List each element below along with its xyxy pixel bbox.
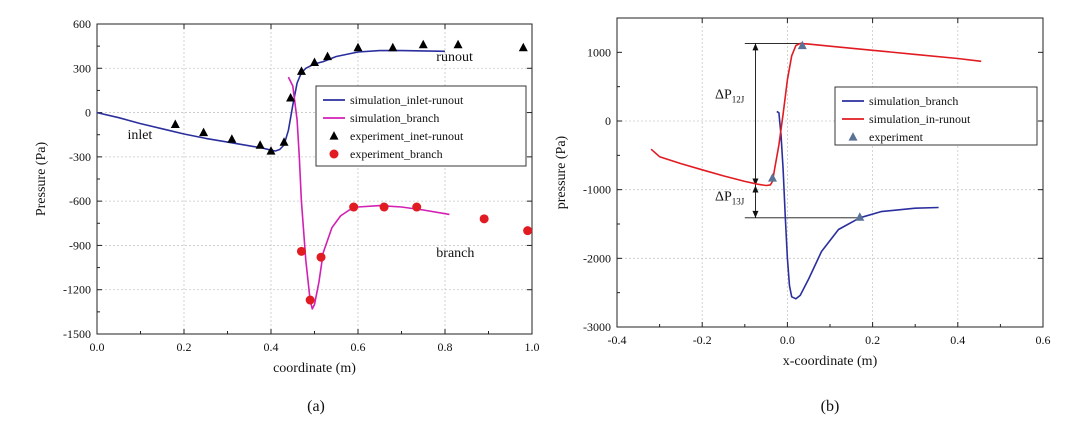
series-line [776,110,939,300]
legend-entry-label: simulation_inlet-runout [350,93,464,107]
chart-panel-a: 0.0 0.2 0.4 0.6 0.8 1.0 -1500 -1200 -900 -600 -300… [34,17,540,415]
series-line [650,42,982,187]
data-point-triangle [418,39,428,49]
series-line [96,49,446,152]
annotation-subscript: 12J [732,94,745,104]
legend-key-triangle [848,132,858,141]
annotation-text: inlet [127,128,152,143]
y-tick-label: 0 [85,106,91,120]
x-axis-label: x-coordinate (m) [783,354,878,369]
y-tick-label: -2000 [583,251,611,265]
legend-key-circle [329,149,339,159]
y-tick-label: -3000 [583,320,611,334]
data-point-circle [479,214,489,224]
data-point-triangle [388,42,398,52]
y-tick-label: -900 [69,238,91,252]
x-tick-label: 1.0 [525,340,540,354]
y-axis-label: Pressure (Pa) [34,142,49,217]
y-tick-label: 600 [73,17,91,31]
panel-label: (a) [307,398,325,415]
annotation-text: ΔP [715,190,732,205]
x-tick-label: 0.4 [264,340,279,354]
data-point-triangle [255,140,265,149]
legend-entry-label: experiment_inet-runout [350,129,464,143]
annotation-text: runout [436,50,473,65]
series-line [287,76,450,310]
dimension-arrowhead [752,185,759,193]
data-point-circle [379,202,389,212]
y-tick-label: 0 [605,114,611,128]
data-point-triangle [310,57,319,67]
x-axis-label: coordinate (m) [273,361,356,376]
data-point-triangle [797,40,807,50]
data-point-circle [412,202,422,212]
legend-key-triangle [329,131,339,140]
legend-entry-label: simulation_branch [869,94,958,108]
data-point-triangle [353,42,363,52]
x-tick-label: 0.0 [90,340,105,354]
data-point-circle [349,202,359,212]
y-axis-label: pressure (Pa) [554,135,569,209]
data-point-circle [305,295,315,305]
data-point-triangle [227,134,237,143]
data-point-triangle [767,173,777,182]
plot-frame [616,17,1044,328]
annotation-label: ΔP13J [715,190,745,207]
data-point-triangle [279,137,289,146]
annotation-text: branch [436,246,474,261]
data-point-triangle [453,39,463,49]
x-tick-label: 0.6 [1036,333,1051,347]
legend-box [315,85,527,167]
data-point-triangle [170,119,180,129]
x-tick-label: 0.0 [780,333,795,347]
data-point-circle [523,226,533,236]
dimension-arrowhead [752,178,759,186]
x-tick-label: 0.4 [950,333,965,347]
x-tick-label: -0.4 [608,333,627,347]
data-point-triangle [266,146,276,155]
legend-entry-label: experiment [869,130,924,144]
y-tick-label: 300 [73,61,91,75]
annotation-subscript: 13J [732,197,745,207]
annotation-text: ΔP [715,87,732,102]
legend-entry-label: simulation_in-runout [869,112,971,126]
data-point-triangle [855,212,865,221]
legend-entry-label: simulation_branch [350,111,439,125]
chart-panel-b: -0.4 -0.2 0.0 0.2 0.4 0.6 -3000 -2000 -1000 0 1000… [554,17,1051,415]
data-point-triangle [199,127,209,137]
x-tick-label: 0.6 [351,340,366,354]
x-tick-label: 0.2 [177,340,192,354]
legend-entry-label: experiment_branch [350,147,443,161]
x-tick-label: 0.8 [438,340,453,354]
data-point-circle [296,246,306,256]
dimension-arrowhead [752,210,759,218]
data-point-triangle [323,51,333,61]
y-tick-label: -1200 [63,283,91,297]
annotation-label: runout [436,50,473,65]
y-tick-label: -300 [69,150,91,164]
data-point-circle [316,252,326,262]
plot-frame [96,23,533,335]
y-tick-label: -1500 [63,327,91,341]
legend-box [834,86,1038,146]
y-tick-label: -600 [69,194,91,208]
data-point-triangle [286,92,296,102]
y-tick-label: 1000 [587,45,611,59]
annotation-label: ΔP12J [715,87,745,104]
annotation-label: branch [436,246,474,261]
data-point-triangle [518,42,528,52]
y-tick-label: -1000 [583,183,611,197]
panel-label: (b) [821,398,840,415]
annotation-label: inlet [127,128,152,143]
x-tick-label: 0.2 [865,333,880,347]
x-tick-label: -0.2 [693,333,712,347]
dimension-arrowhead [752,43,759,51]
data-point-triangle [296,66,306,75]
